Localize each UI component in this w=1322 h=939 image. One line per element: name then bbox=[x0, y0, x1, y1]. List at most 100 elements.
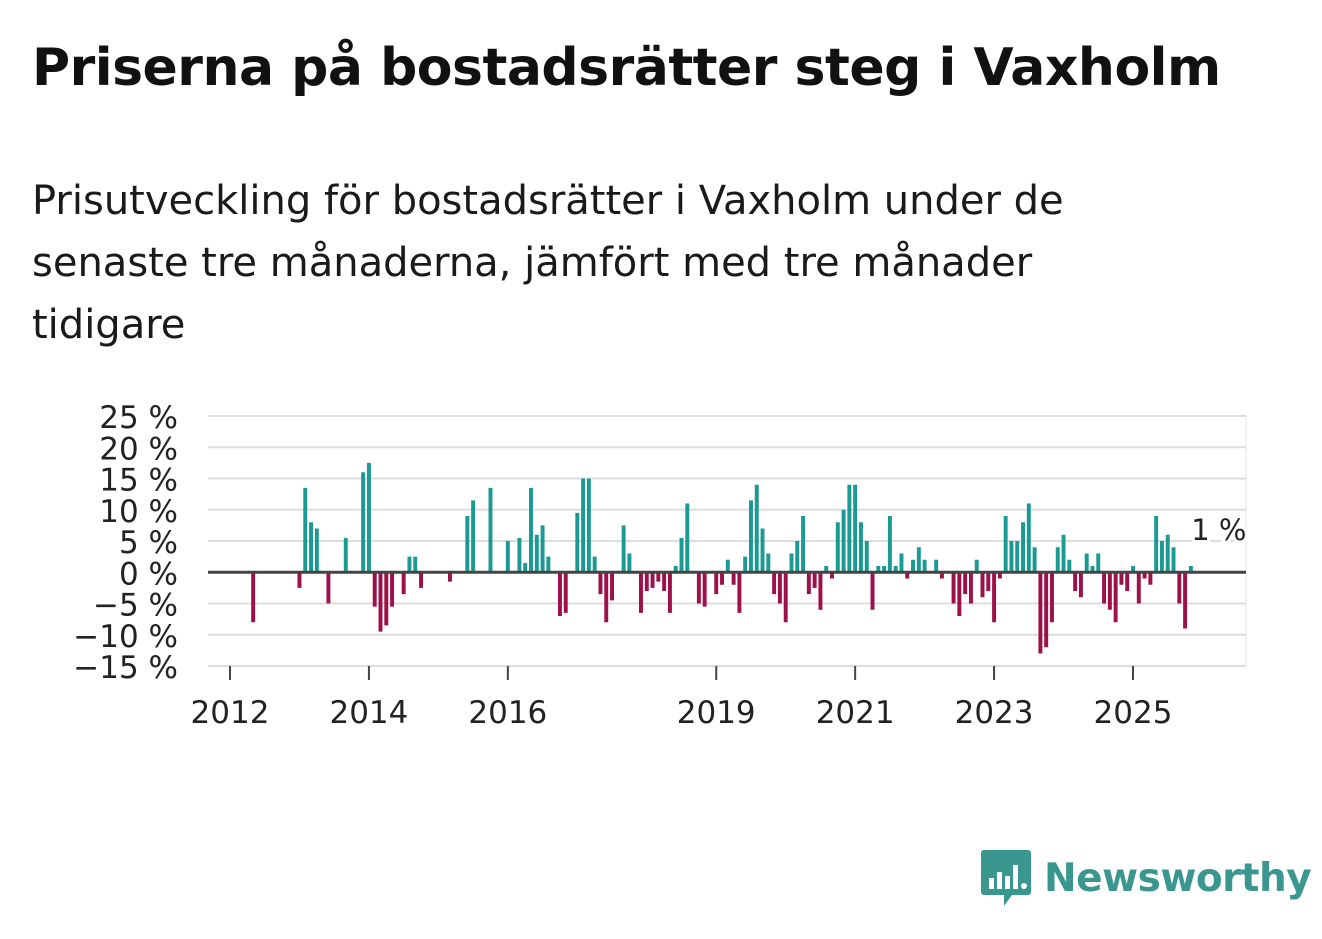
bar bbox=[743, 556, 748, 573]
newsworthy-logo-icon bbox=[981, 850, 1031, 906]
x-tick-label: 2021 bbox=[816, 695, 895, 731]
bar bbox=[789, 553, 794, 573]
bar bbox=[824, 566, 829, 573]
y-tick-label: 10 % bbox=[99, 494, 178, 530]
x-tick-label: 2025 bbox=[1094, 695, 1173, 731]
bar bbox=[505, 541, 510, 573]
bar bbox=[864, 541, 869, 573]
bar bbox=[540, 525, 545, 573]
bar bbox=[1078, 572, 1083, 598]
bar bbox=[1183, 572, 1188, 629]
bar bbox=[876, 566, 881, 573]
y-tick-label: −5 % bbox=[93, 588, 178, 624]
newsworthy-logo[interactable]: Newsworthy bbox=[980, 848, 1312, 908]
bar bbox=[1107, 572, 1112, 610]
bar bbox=[893, 566, 898, 573]
bar bbox=[471, 500, 476, 573]
bar bbox=[1154, 516, 1159, 573]
y-tick-label: 25 % bbox=[99, 400, 178, 436]
bar bbox=[488, 487, 493, 573]
bar bbox=[1073, 572, 1078, 591]
bar bbox=[1038, 572, 1043, 654]
x-tick-label: 2014 bbox=[329, 695, 408, 731]
bar bbox=[685, 503, 690, 573]
last-value-label: 1 % bbox=[1191, 513, 1246, 547]
chart-title: Priserna på bostadsrätter steg i Vaxholm bbox=[32, 38, 1221, 98]
bar bbox=[835, 522, 840, 573]
bar bbox=[830, 572, 834, 579]
bar bbox=[650, 572, 655, 588]
bar bbox=[372, 572, 377, 607]
bar bbox=[980, 572, 985, 598]
bar bbox=[1090, 566, 1095, 573]
bar bbox=[621, 525, 626, 573]
bar bbox=[390, 572, 395, 607]
bar bbox=[1049, 572, 1054, 623]
bar bbox=[754, 484, 759, 573]
bar bbox=[251, 572, 256, 623]
bar bbox=[1009, 541, 1014, 573]
bar bbox=[905, 572, 910, 579]
bar bbox=[795, 541, 800, 573]
bar bbox=[1067, 559, 1072, 573]
bar bbox=[882, 566, 887, 573]
bar bbox=[1003, 516, 1008, 573]
bar bbox=[413, 556, 418, 573]
bar bbox=[887, 516, 892, 573]
bar bbox=[581, 478, 586, 573]
bar bbox=[592, 556, 597, 573]
bar bbox=[309, 522, 314, 573]
bar bbox=[366, 462, 371, 573]
bar bbox=[1148, 572, 1153, 585]
brand-name: Newsworthy bbox=[1044, 855, 1312, 901]
bar bbox=[343, 537, 348, 573]
bar bbox=[748, 500, 753, 573]
bar bbox=[1015, 541, 1020, 573]
y-tick-label: 5 % bbox=[119, 525, 178, 561]
bar bbox=[1084, 553, 1089, 573]
bar bbox=[772, 572, 777, 595]
bar bbox=[922, 559, 927, 573]
bar bbox=[644, 572, 649, 591]
bar bbox=[1055, 547, 1060, 573]
bar bbox=[517, 537, 522, 573]
bar bbox=[801, 516, 806, 573]
bar bbox=[575, 512, 580, 573]
bar bbox=[870, 572, 875, 610]
bar bbox=[1096, 553, 1101, 573]
bar bbox=[1171, 547, 1176, 573]
bar bbox=[1113, 572, 1118, 623]
bar bbox=[1142, 572, 1147, 579]
bar bbox=[760, 528, 765, 573]
bar bbox=[974, 559, 979, 573]
bar-chart: 25 %20 %15 %10 %5 %0 %−5 %−10 %−15 % 2012… bbox=[73, 400, 1249, 731]
bar bbox=[911, 559, 916, 573]
bar bbox=[303, 487, 308, 573]
bar bbox=[627, 553, 632, 573]
chart-subtitle: Prisutveckling för bostadsrätter i Vaxho… bbox=[32, 178, 1064, 348]
bar bbox=[853, 484, 858, 573]
bar bbox=[656, 572, 661, 582]
axes: 25 %20 %15 %10 %5 %0 %−5 %−10 %−15 % 2012… bbox=[73, 400, 1249, 731]
bar bbox=[847, 484, 852, 573]
bar bbox=[673, 566, 678, 573]
bar bbox=[1044, 572, 1049, 648]
y-tick-label: 20 % bbox=[99, 431, 178, 467]
bar bbox=[899, 553, 904, 573]
bar bbox=[968, 572, 973, 604]
bar bbox=[702, 572, 707, 607]
bar bbox=[401, 572, 406, 595]
y-tick-label: 0 % bbox=[119, 556, 178, 592]
bar bbox=[766, 553, 771, 573]
bar bbox=[1119, 572, 1124, 585]
bar bbox=[1159, 541, 1164, 573]
y-tick-label: −10 % bbox=[73, 619, 178, 655]
y-tick-label: −15 % bbox=[73, 650, 178, 686]
y-tick-label: 15 % bbox=[99, 463, 178, 499]
bar bbox=[1032, 547, 1037, 573]
bar bbox=[546, 556, 551, 573]
bar bbox=[378, 572, 383, 632]
bar bbox=[361, 472, 366, 573]
bar bbox=[1188, 566, 1193, 573]
bar bbox=[992, 572, 997, 623]
